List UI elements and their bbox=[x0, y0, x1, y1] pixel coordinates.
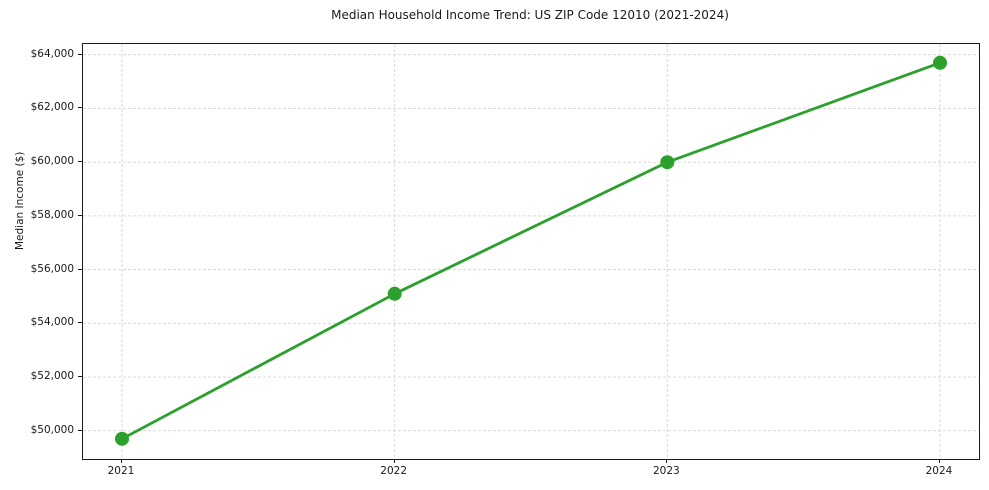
y-tick-mark bbox=[78, 429, 82, 431]
y-tick-label: $52,000 bbox=[30, 370, 74, 383]
data-line bbox=[120, 61, 942, 441]
x-tick-mark bbox=[666, 459, 668, 463]
x-tick-label: 2024 bbox=[925, 465, 953, 477]
y-tick-mark bbox=[78, 214, 82, 216]
x-tick-mark bbox=[939, 459, 940, 463]
x-tick-label: 2023 bbox=[652, 465, 680, 477]
chart-title: Median Household Income Trend: US ZIP Co… bbox=[331, 8, 729, 22]
x-tick-mark bbox=[120, 459, 122, 463]
y-tick-label: $58,000 bbox=[30, 208, 74, 221]
y-tick-mark bbox=[78, 268, 82, 270]
y-tick-label: $62,000 bbox=[30, 101, 74, 114]
plot-area bbox=[82, 43, 980, 460]
y-tick-mark bbox=[78, 322, 82, 324]
y-tick-mark bbox=[78, 161, 82, 163]
data-point-marker bbox=[387, 286, 402, 301]
y-tick-mark bbox=[78, 53, 82, 55]
y-tick-label: $60,000 bbox=[30, 155, 74, 168]
y-tick-mark bbox=[78, 376, 82, 378]
data-point-marker bbox=[660, 155, 675, 170]
y-tick-label: $50,000 bbox=[30, 423, 74, 436]
data-point-marker bbox=[114, 431, 129, 446]
y-tick-label: $56,000 bbox=[30, 262, 74, 275]
y-tick-label: $54,000 bbox=[30, 316, 74, 329]
data-point-marker bbox=[933, 55, 948, 70]
y-tick-mark bbox=[78, 107, 82, 109]
x-tick-label: 2022 bbox=[380, 465, 408, 477]
y-tick-label: $64,000 bbox=[30, 47, 74, 60]
line-chart-svg bbox=[83, 44, 979, 459]
x-tick-label: 2021 bbox=[107, 465, 135, 477]
x-tick-mark bbox=[393, 459, 395, 463]
